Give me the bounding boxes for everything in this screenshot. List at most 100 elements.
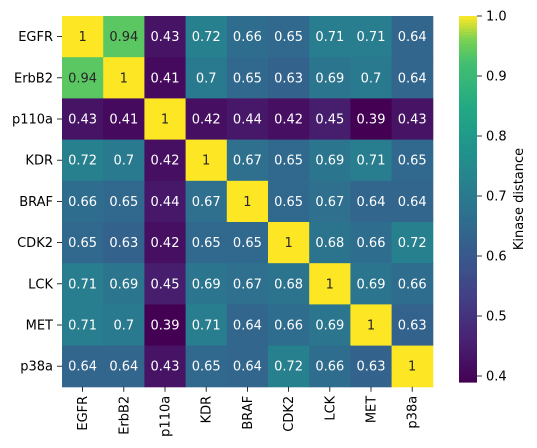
cell-annotation: 0.65 [274,154,303,169]
cell-annotation: 0.64 [233,319,262,334]
colorbar-segment [459,241,477,246]
heatmap-cell-EGFR-MET [350,16,393,58]
colorbar-segment [459,159,477,163]
cell-annotation: 0.94 [68,71,97,86]
heatmap-cell-ErbB2-CDK2 [268,57,310,99]
colorbar-segment [459,131,477,136]
y-tick-label: BRAF [19,195,53,210]
cell-annotation: 0.72 [192,30,221,45]
heatmap-cell-EGFR-BRAF [226,16,269,58]
colorbar-segment [459,202,477,206]
heatmap-cell-CDK2-p110a [144,222,187,264]
heatmap-cell-EGFR-CDK2 [268,16,310,58]
colorbar-segment [459,189,477,194]
colorbar-segment [459,324,477,328]
colorbar-segment [459,208,477,212]
heatmap-cell-KDR-MET [350,139,393,182]
cell-annotation: 0.42 [274,113,303,128]
colorbar-segment [459,150,477,154]
colorbar-segment [459,211,477,215]
cell-annotation: 1 [326,277,334,292]
colorbar-segment [459,77,477,81]
colorbar-segment [459,113,477,118]
colorbar-segment [459,290,477,295]
cell-annotation: 0.94 [109,30,138,45]
colorbar-segment [459,220,477,224]
heatmap-cell-p38a-CDK2 [268,345,310,388]
cell-annotation: 0.71 [315,30,344,45]
colorbar-segment [459,214,477,218]
heatmap-cell-MET-p110a [144,304,187,347]
heatmap-cell-BRAF-KDR [185,180,228,223]
colorbar-segment [459,333,477,337]
heatmap-cell-LCK-MET [350,263,393,305]
cell-annotation: 0.68 [315,236,344,251]
heatmap-cell-MET-ErbB2 [103,304,145,347]
colorbar-segment [459,16,477,20]
cell-annotation: 0.63 [357,360,386,375]
heatmap-cell-p110a-p110a [144,98,187,141]
heatmap-cell-p38a-LCK [309,345,351,388]
colorbar-segment [459,287,477,292]
cell-annotation: 0.39 [357,113,386,128]
cell-annotation: 0.44 [151,195,180,210]
cell-annotation: 0.66 [274,319,303,334]
heatmap-cell-ErbB2-BRAF [226,57,269,99]
cell-annotation: 0.65 [109,195,138,210]
cell-annotation: 0.7 [113,154,134,169]
colorbar-segment [459,128,477,133]
cell-annotation: 0.7 [113,319,134,334]
colorbar-segment [459,49,477,54]
cell-annotation: 0.42 [151,236,180,251]
colorbar-segment [459,348,477,353]
heatmap-cell-ErbB2-p110a [144,57,187,99]
cell-annotation: 0.68 [274,277,303,292]
colorbar-segment [459,40,477,45]
cell-annotation: 0.42 [192,113,221,128]
y-tick-label: MET [26,319,53,334]
heatmap-cell-MET-BRAF [226,304,269,347]
colorbar-segment [459,351,477,356]
cell-annotation: 0.69 [109,277,138,292]
colorbar-segment [459,168,477,173]
colorbar-segment [459,122,477,127]
colorbar-tick-label: 0.9 [486,70,507,85]
colorbar-segment [459,354,477,359]
colorbar-segment [459,162,477,167]
cell-annotation: 0.71 [192,319,221,334]
colorbar-segment [459,156,477,160]
colorbar-segment [459,110,477,115]
cell-annotation: 1 [161,113,169,128]
heatmap-cell-CDK2-KDR [185,222,228,264]
heatmap-cell-p110a-CDK2 [268,98,310,141]
cell-annotation: 1 [243,195,251,210]
x-tick-label: EGFR [76,396,91,431]
cell-annotation: 0.65 [398,154,427,169]
heatmap-cell-BRAF-p38a [391,180,434,223]
colorbar-segment [459,89,477,93]
cell-annotation: 0.41 [151,71,180,86]
colorbar-label: Kinase distance [512,148,527,250]
colorbar-segment [459,98,477,102]
colorbar-segment [459,253,477,258]
heatmap-cell-CDK2-ErbB2 [103,222,145,264]
colorbar-segment [459,357,477,362]
heatmap-cell-p110a-KDR [185,98,228,141]
colorbar-segment [459,293,477,298]
colorbar-segment [459,375,477,380]
cell-annotation: 0.66 [233,30,262,45]
heatmap-cell-ErbB2-ErbB2 [103,57,145,99]
colorbar-segment [459,330,477,334]
cell-annotation: 0.63 [398,319,427,334]
x-tick-label: CDK2 [282,396,297,432]
cell-annotation: 0.69 [315,71,344,86]
cell-annotation: 0.66 [398,277,427,292]
cell-annotation: 0.43 [398,113,427,128]
cell-annotation: 0.64 [398,71,427,86]
colorbar-segment [459,186,477,191]
colorbar-segment [459,104,477,109]
heatmap-cell-KDR-ErbB2 [103,139,145,182]
heatmap-cell-LCK-EGFR [62,263,104,305]
heatmap-cell-BRAF-MET [350,180,393,223]
